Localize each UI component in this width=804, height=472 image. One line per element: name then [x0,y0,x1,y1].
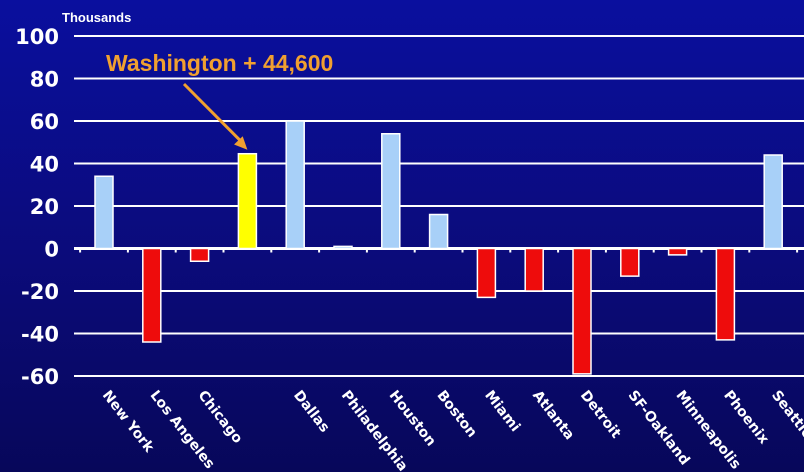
x-tick-label: Seattle [768,388,804,443]
bar-chicago [189,247,210,262]
x-tick-label: Miami [481,388,523,435]
unit-label: Thousands [62,10,131,25]
y-tick-label: 100 [15,25,59,49]
bar-seattle [763,154,783,250]
bar-sf-oakland [620,247,640,277]
annotation-arrow [182,82,243,143]
bar-new-york [94,175,114,250]
y-tick-label: 60 [30,110,59,134]
bar-houston [381,133,401,250]
x-tick-label: Atlanta [529,388,577,443]
y-tick-label: 80 [30,68,59,92]
bar-detroit [572,247,592,375]
x-tick-label: Boston [433,388,479,441]
bar-philadelphia [333,245,353,250]
annotation: Washington + 44,600 [106,50,333,150]
y-tick-label: 0 [44,238,59,262]
bar-washington [237,152,258,250]
y-tick-label: -40 [21,323,59,347]
y-tick-labels: 100 80 60 40 20 0 -20 -40 -60 [15,25,59,389]
y-tick-label: -60 [21,365,59,389]
bar-atlanta [524,247,544,292]
y-tick-label: 40 [30,153,59,177]
bar-boston [428,213,449,250]
bar-los-angeles [142,247,162,343]
x-tick-label: Chicago [194,388,245,447]
bars [94,120,783,375]
bar-minneapolis [667,247,688,256]
bar-dallas [285,120,305,250]
bar-phoenix [715,247,736,341]
gridlines [74,35,804,377]
x-tick-label: Phoenix [720,388,771,448]
bar-miami [476,247,497,299]
annotation-arrowhead [234,136,248,150]
annotation-label: Washington + 44,600 [106,50,333,76]
y-tick-label: -20 [21,280,59,304]
x-tick-label: Detroit [577,388,624,442]
x-tick-label: Houston [386,388,439,450]
y-tick-label: 20 [30,195,59,219]
x-tick-label: Dallas [290,388,332,436]
